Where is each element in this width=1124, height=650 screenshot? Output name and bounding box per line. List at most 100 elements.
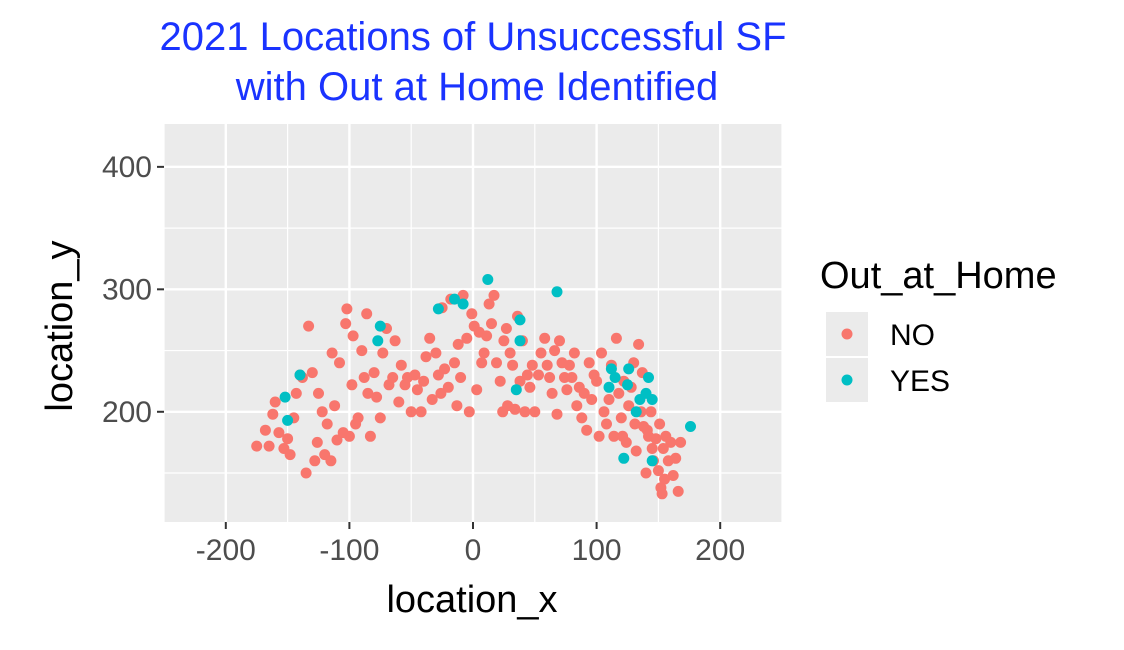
data-point bbox=[571, 400, 583, 412]
data-point bbox=[411, 384, 423, 396]
data-point bbox=[670, 452, 682, 464]
x-tick-label: -200 bbox=[196, 534, 256, 567]
data-point bbox=[486, 318, 497, 330]
legend-title: Out_at_Home bbox=[820, 255, 1057, 297]
data-point bbox=[481, 330, 493, 342]
data-point bbox=[659, 473, 671, 485]
data-point bbox=[311, 436, 323, 448]
data-point bbox=[341, 303, 353, 315]
data-point bbox=[282, 414, 294, 426]
data-point bbox=[608, 430, 620, 442]
data-point bbox=[685, 421, 696, 432]
data-point bbox=[368, 367, 380, 379]
data-point bbox=[526, 359, 538, 371]
data-point bbox=[610, 332, 622, 344]
data-point bbox=[371, 391, 383, 403]
data-point bbox=[591, 375, 603, 387]
data-point bbox=[510, 384, 522, 396]
data-point bbox=[449, 357, 460, 369]
data-point bbox=[539, 332, 551, 344]
data-point bbox=[306, 367, 318, 379]
data-point bbox=[420, 351, 432, 363]
data-point bbox=[656, 488, 668, 500]
data-point bbox=[377, 347, 389, 359]
data-point bbox=[551, 408, 563, 420]
data-point bbox=[442, 381, 454, 393]
data-point bbox=[290, 387, 302, 399]
data-point bbox=[643, 372, 654, 383]
data-point bbox=[598, 406, 610, 418]
data-point bbox=[251, 440, 263, 452]
data-point bbox=[279, 391, 291, 403]
data-point bbox=[544, 372, 556, 383]
y-tick-label: 200 bbox=[102, 396, 152, 429]
data-point bbox=[535, 347, 547, 359]
data-point bbox=[343, 430, 355, 442]
data-point bbox=[601, 418, 612, 430]
data-point bbox=[452, 338, 464, 350]
data-point bbox=[603, 394, 615, 405]
data-point bbox=[620, 436, 632, 448]
data-point bbox=[471, 384, 483, 396]
x-tick-label: -100 bbox=[319, 534, 379, 567]
data-point bbox=[483, 298, 495, 310]
legend-label: NO bbox=[890, 319, 935, 352]
data-point bbox=[329, 400, 341, 412]
data-point bbox=[430, 347, 442, 359]
data-point bbox=[605, 363, 617, 375]
data-point bbox=[362, 387, 374, 399]
data-point bbox=[325, 455, 337, 467]
data-point bbox=[622, 379, 633, 391]
data-point bbox=[615, 412, 627, 424]
data-point bbox=[331, 434, 343, 446]
data-point bbox=[583, 357, 595, 369]
data-point bbox=[393, 396, 405, 408]
data-point bbox=[488, 289, 500, 301]
legend-key-no bbox=[841, 328, 853, 340]
data-point bbox=[667, 470, 679, 481]
data-point bbox=[652, 465, 664, 477]
legend-key-yes bbox=[841, 374, 853, 386]
data-point bbox=[603, 381, 615, 393]
data-point bbox=[374, 412, 386, 424]
data-point bbox=[596, 347, 607, 359]
data-point bbox=[519, 406, 531, 418]
data-point bbox=[409, 369, 421, 381]
data-point bbox=[514, 314, 526, 326]
legend-label: YES bbox=[890, 365, 950, 398]
data-point bbox=[321, 418, 333, 430]
data-point bbox=[549, 345, 561, 357]
data-point bbox=[334, 357, 345, 369]
data-point bbox=[533, 369, 544, 381]
y-tick-label: 300 bbox=[102, 273, 152, 306]
data-point bbox=[654, 418, 666, 430]
data-point bbox=[340, 318, 352, 330]
legend: Out_at_Home NO YES bbox=[820, 255, 1057, 402]
data-point bbox=[374, 320, 386, 332]
data-point bbox=[435, 387, 447, 399]
data-point bbox=[432, 303, 444, 315]
data-point bbox=[609, 372, 621, 383]
data-point bbox=[576, 412, 588, 424]
data-point bbox=[267, 408, 279, 420]
data-point bbox=[646, 455, 658, 467]
data-point bbox=[263, 440, 275, 452]
data-point bbox=[521, 369, 533, 381]
series-no bbox=[251, 289, 687, 500]
data-point bbox=[418, 375, 430, 387]
data-point bbox=[451, 400, 463, 412]
data-point bbox=[466, 308, 478, 320]
data-point bbox=[640, 467, 652, 479]
data-point bbox=[498, 335, 510, 347]
data-point bbox=[675, 436, 687, 448]
data-point bbox=[650, 433, 662, 445]
data-point bbox=[646, 394, 658, 405]
data-point bbox=[439, 363, 451, 375]
plot-panel bbox=[163, 124, 783, 522]
data-point bbox=[494, 375, 506, 387]
data-point bbox=[566, 372, 578, 383]
data-point bbox=[347, 330, 359, 342]
data-point bbox=[455, 372, 467, 383]
x-tick-label: 0 bbox=[465, 534, 482, 567]
